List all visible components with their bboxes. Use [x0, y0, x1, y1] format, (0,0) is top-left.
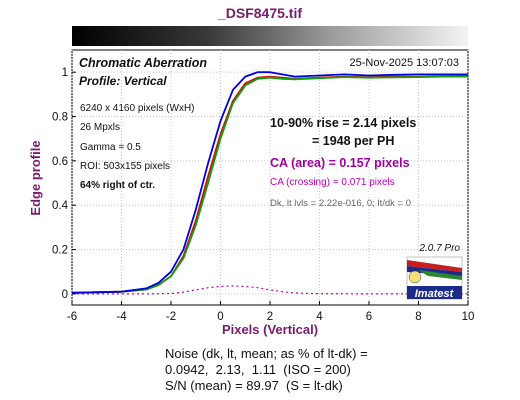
series-line-ca_line — [72, 285, 468, 295]
y-tick-label: 0.8 — [52, 112, 68, 124]
x-tick-label: -2 — [166, 311, 176, 323]
noise-line-2: 0.0942, 2.13, 1.11 (ISO = 200) — [165, 362, 351, 377]
logo-text: Imatest — [415, 288, 455, 300]
rise-distance: 10-90% rise = 2.14 pixels — [270, 116, 416, 130]
noise-summary: Noise (dk, lt, mean; as % of lt-dk) = 0.… — [165, 346, 368, 394]
y-tick-label: 0.2 — [52, 245, 68, 257]
roi: ROI: 503x155 pixels — [80, 161, 170, 172]
x-tick-label: 2 — [267, 311, 273, 323]
timestamp: 25-Nov-2025 13:07:03 — [350, 57, 459, 69]
y-tick-label: 0.4 — [52, 200, 69, 212]
edge-image-strip — [72, 26, 468, 46]
megapixels: 26 Mpxls — [80, 122, 120, 133]
series-line-blue — [71, 71, 468, 294]
ca-area: CA (area) = 0.157 pixels — [270, 156, 410, 170]
x-tick-label: 8 — [415, 311, 421, 323]
tick-layer: -6 -4 -2 0 2 4 6 8 10 0 0.2 0.4 0.6 0.8 1 — [52, 67, 474, 323]
x-tick-label: -6 — [67, 311, 77, 323]
grid-lines — [71, 50, 469, 305]
roi-position: 64% right of ctr. — [80, 180, 155, 191]
x-axis-label: Pixels (Vertical) — [222, 322, 318, 337]
panel-title: Chromatic Aberration — [79, 56, 207, 70]
x-tick-label: 0 — [217, 311, 223, 323]
noise-line-1: Noise (dk, lt, mean; as % of lt-dk) = — [165, 346, 368, 361]
y-axis-label: Edge profile — [28, 140, 43, 215]
image-size: 6240 x 4160 pixels (WxH) — [80, 103, 195, 114]
y-tick-label: 0.6 — [52, 156, 68, 168]
x-tick-label: -4 — [116, 311, 127, 323]
y-tick-label: 0 — [62, 289, 68, 301]
x-tick-label: 10 — [462, 311, 475, 323]
series-layer — [71, 71, 469, 295]
x-tick-label: 6 — [366, 311, 372, 323]
ca-crossing: CA (crossing) = 0.071 pixels — [270, 177, 395, 188]
plot-area — [71, 49, 469, 306]
gamma: Gamma = 0.5 — [80, 142, 141, 153]
y-tick-label: 1 — [62, 67, 68, 79]
chart-title: _DSF8475.tif — [217, 5, 303, 21]
version-label: 2.0.7 Pro — [418, 243, 460, 254]
rise-per-ph: = 1948 per PH — [312, 134, 394, 148]
dark-light-levels: Dk, lt lvls = 2.22e-016, 0; lt/dk = 0 — [270, 198, 411, 209]
imatest-logo: Imatest — [406, 256, 463, 300]
noise-line-3: S/N (mean) = 89.97 (S = lt-dk) — [165, 378, 343, 393]
panel-subtitle: Profile: Vertical — [79, 74, 167, 88]
x-tick-label: 4 — [316, 311, 323, 323]
series-line-green — [71, 75, 468, 294]
